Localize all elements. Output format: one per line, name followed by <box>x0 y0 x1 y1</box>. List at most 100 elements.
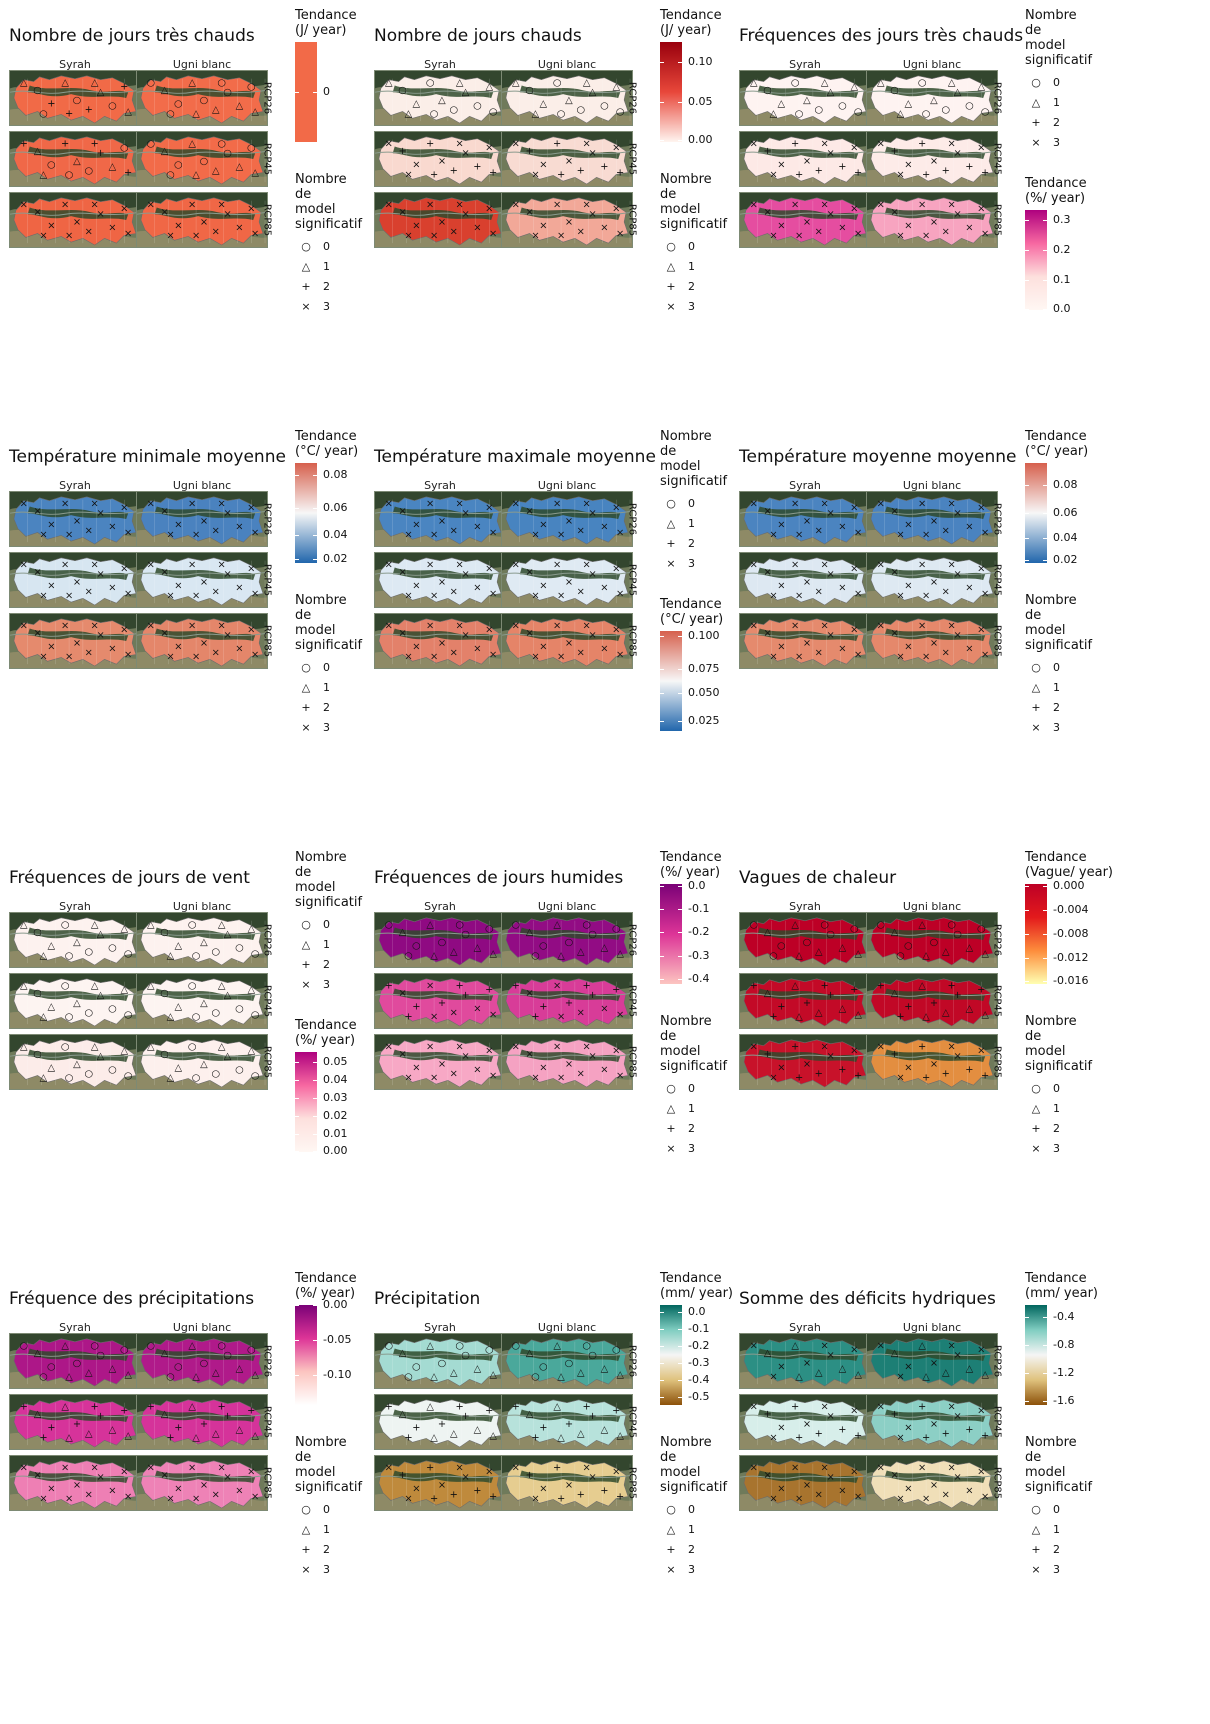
significance-symbol: △ <box>474 943 482 954</box>
significance-symbol: × <box>108 522 116 533</box>
colorbar-tickmark <box>313 475 317 476</box>
significance-symbol: × <box>65 1493 73 1504</box>
significance-symbol: × <box>108 1486 116 1497</box>
panel-title: Fréquences de jours humides <box>374 868 624 888</box>
shape-legend-value: 1 <box>323 260 330 273</box>
colorbar-tick-label: 0.2 <box>1053 243 1071 256</box>
significance-symbol: ○ <box>582 1341 591 1352</box>
forest-band <box>392 1409 494 1422</box>
shape-legend-value: 1 <box>1053 1523 1060 1536</box>
significance-symbol: + <box>588 1411 596 1422</box>
map-svg: ○△○△○△○△○△○ △○ <box>375 913 505 967</box>
colorbar-tickmark <box>313 1305 317 1306</box>
significance-symbol: ○ <box>84 1008 93 1019</box>
shape-legend-value: 0 <box>688 497 695 510</box>
significance-symbol: △ <box>167 1072 175 1083</box>
map-tile: × + × + × + × + × + × + × <box>739 131 871 187</box>
significance-symbol: △ <box>188 139 196 150</box>
significance-symbol: △ <box>942 947 950 958</box>
colorbar-tick-label: 0.02 <box>1053 553 1078 566</box>
significance-symbol: × <box>777 581 785 592</box>
significance-symbol: + <box>577 1490 585 1501</box>
significance-symbol: × <box>39 590 47 601</box>
shape-legend-item: ○ 0 <box>1029 661 1060 674</box>
significance-symbol: △ <box>450 1368 458 1379</box>
colorbar-tickmark <box>1025 958 1029 959</box>
significance-symbol: × <box>588 569 596 580</box>
colorbar-tickmark <box>313 1151 317 1152</box>
significance-symbol: + <box>398 1470 406 1481</box>
significance-symbol: × <box>896 230 904 241</box>
region-fill <box>140 618 264 667</box>
significance-symbol: × <box>398 628 406 639</box>
significance-symbol: × <box>166 651 174 662</box>
shape-legend-value: 3 <box>1053 721 1060 734</box>
significance-symbol: ○ <box>223 148 232 159</box>
colorbar-tickmark <box>1025 560 1029 561</box>
significance-symbol: △ <box>918 981 926 992</box>
significance-symbol: × <box>795 1493 803 1504</box>
significance-symbol: × <box>73 577 81 588</box>
significance-symbol: × <box>948 1463 956 1474</box>
shape-legend-item: △ 1 <box>299 1523 330 1536</box>
region-fill <box>505 1338 629 1387</box>
facet-row-label-text: RCP85 <box>626 1045 638 1079</box>
significance-symbol: + <box>791 1042 799 1053</box>
significance-symbol: + <box>553 1463 561 1474</box>
shape-legend-title: Nombre de model significatif <box>1025 8 1093 68</box>
significance-symbol: ○ <box>61 981 70 992</box>
colorbar-tickmark <box>295 1062 299 1063</box>
significance-symbol: △ <box>34 1348 42 1359</box>
map-panel: Fréquences des jours très chauds Syrah Ugn… <box>730 0 1130 420</box>
significance-symbol: × <box>235 223 243 234</box>
significance-symbol: + <box>890 1409 898 1420</box>
facet-row-label: RCP45 <box>988 552 1006 608</box>
significance-symbol: × <box>930 638 938 649</box>
significance-symbol: × <box>821 139 829 150</box>
significance-symbol: × <box>531 230 539 241</box>
significance-symbol: △ <box>426 1341 434 1352</box>
forest-band <box>757 146 859 159</box>
significance-symbol: △ <box>91 1042 99 1053</box>
significance-symbol: ○ <box>188 920 197 931</box>
significance-symbol: × <box>489 528 497 539</box>
significance-symbol: × <box>769 169 777 180</box>
panel-title: Nombre de jours chauds <box>374 26 582 46</box>
significance-symbol: + <box>174 1423 182 1434</box>
significance-symbol: × <box>430 651 438 662</box>
significance-symbol: ○ <box>33 988 42 999</box>
region-fill <box>870 1039 994 1088</box>
shape-legend-value: 3 <box>323 721 330 734</box>
significance-symbol: × <box>890 207 898 218</box>
significance-symbol: × <box>426 981 434 992</box>
significance-symbol: × <box>553 200 561 211</box>
shape-legend: Nombre de model significatif ○ 0 △ 1 +2 × 3 <box>295 850 405 991</box>
forest-band <box>757 988 859 1001</box>
colorbar-tick-label: -0.004 <box>1053 903 1089 916</box>
significance-symbol: × <box>565 1059 573 1070</box>
significance-symbol: × <box>826 1411 834 1422</box>
map-tile: △ ○ △ ○ △ ○ △ ○ △ ○ △ ○ △ <box>9 973 141 1029</box>
significance-symbol: × <box>953 1051 961 1062</box>
significance-symbol: × <box>600 1065 608 1076</box>
facet-row-label: RCP85 <box>623 1034 641 1090</box>
significance-symbol: × <box>918 560 926 571</box>
significance-symbol: + <box>557 1493 565 1504</box>
shape-legend-value: 2 <box>323 958 330 971</box>
shape-legend-value: 2 <box>688 1122 695 1135</box>
significance-symbol: × <box>531 651 539 662</box>
forest-band <box>392 1470 494 1483</box>
significance-symbol: × <box>200 1480 208 1491</box>
facet-row-label-text: RCP45 <box>261 984 273 1018</box>
significance-symbol: × <box>769 1371 777 1382</box>
significance-symbol: ○ <box>473 101 482 112</box>
significance-symbol: × <box>803 1358 811 1369</box>
significance-symbol: × <box>930 1358 938 1369</box>
river-line <box>867 632 997 637</box>
shape-legend-value: 1 <box>1053 96 1060 109</box>
significance-symbol: △ <box>192 169 200 180</box>
colorbar <box>1025 884 1047 984</box>
significance-symbol: △ <box>236 1425 244 1436</box>
map-svg: ××××××××××× ×× <box>740 553 870 607</box>
significance-symbol: ○ <box>251 1010 260 1021</box>
